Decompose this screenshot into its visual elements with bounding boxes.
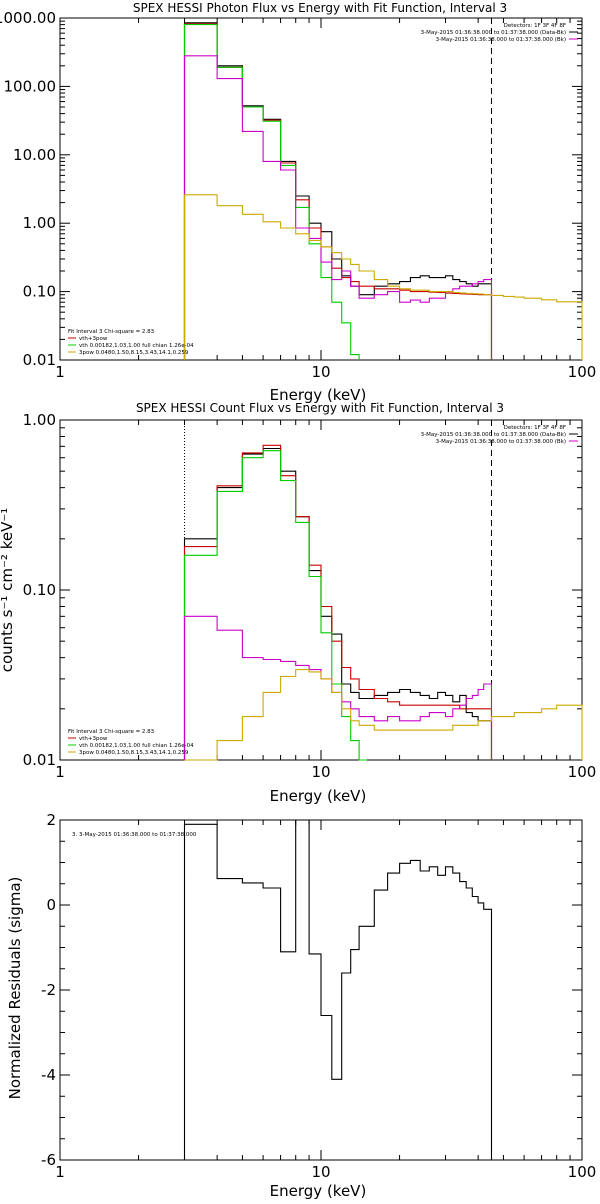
x-tick-label: 100 xyxy=(568,1163,597,1181)
series-vth-3pow xyxy=(183,444,493,760)
legend-entry: vth+3pow xyxy=(79,336,108,342)
panel-1: 1 10 100 0.01 0.10 1.00 10.00 100.00 1000.00 Dete… xyxy=(0,9,596,381)
panel-2: 1 10 100 0.01 0.10 1.00 Detectors: 1F 3F 4F 8F… xyxy=(23,411,597,781)
legend-entry: vth+3pow xyxy=(79,736,108,742)
legend-entry: Fit Interval 3 Chi-square = 2.83 xyxy=(68,729,155,735)
y-tick-label: 10.00 xyxy=(13,146,56,164)
series-bk xyxy=(183,55,493,360)
series-3pow xyxy=(183,194,583,360)
legend-entry: Detectors: 1F 3F 4F 8F xyxy=(504,425,566,431)
y-tick-label: 1.00 xyxy=(23,411,56,429)
panel2-xlabel: Energy (keV) xyxy=(270,787,367,805)
series-vth xyxy=(183,24,360,360)
panel1-xlabel: Energy (keV) xyxy=(270,386,367,404)
legend-entry: 3-May-2015 01:36:38.000 to 01:37:38.000 … xyxy=(436,37,566,43)
y-tick-label: 100.00 xyxy=(4,77,57,95)
legend-entry: 3. 3-May-2015 01:36:38.000 to 01:37:38.0… xyxy=(72,832,197,838)
panel3-ylabel: Normalized Residuals (sigma) xyxy=(6,877,24,1100)
y-tick-label: 0.10 xyxy=(23,581,56,599)
legend-entry: vth 0.00182,1.03,1.00 full chian 1.26e-0… xyxy=(79,743,194,749)
y-tick-label: -4 xyxy=(41,1066,56,1084)
x-tick-label: 10 xyxy=(311,1163,330,1181)
x-tick-label: 10 xyxy=(311,763,330,781)
y-tick-label: 1.00 xyxy=(23,214,56,232)
legend-entry: Detectors: 1F 3F 4F 8F xyxy=(504,23,566,29)
series-bk xyxy=(183,615,493,760)
legend-entry: 3-May-2015 01:36:38.000 to 01:37:38.000 … xyxy=(436,439,566,445)
y-tick-label: -6 xyxy=(41,1151,56,1169)
series-residuals xyxy=(183,819,493,1160)
y-tick-label: 0.01 xyxy=(23,751,56,769)
legend-entry: Fit Interval 3 Chi-square = 2.83 xyxy=(68,329,155,335)
legend-entry: 3-May-2015 01:36:38.000 to 01:37:38.000 … xyxy=(421,432,566,438)
x-tick-label: 100 xyxy=(568,763,597,781)
legend-entry: 3pow 0.0480,1.50,8.15,3.43,14.1,0.259 xyxy=(79,350,189,356)
panel2-ylabel: counts s⁻¹ cm⁻² keV⁻¹ xyxy=(0,508,16,673)
panel2-title: SPEX HESSI Count Flux vs Energy with Fit… xyxy=(136,401,504,415)
panel-3: 1 10 100 -6 -4 -2 0 2 3. 3-May-2015 01:36:38.000… xyxy=(41,811,596,1181)
x-tick-label: 10 xyxy=(311,363,330,381)
legend-entry: vth 0.00182,1.03,1.00 full chian 1.26e-0… xyxy=(79,343,194,349)
y-tick-label: -2 xyxy=(41,981,56,999)
x-tick-label: 1 xyxy=(55,763,65,781)
series-3pow xyxy=(184,669,583,761)
y-tick-label: 0.10 xyxy=(23,283,56,301)
y-tick-label: 0.01 xyxy=(23,351,56,369)
legend-entry: 3-May-2015 01:36:38.000 to 01:37:38.000 … xyxy=(421,30,566,36)
y-tick-label: 2 xyxy=(46,811,56,829)
panel1-title: SPEX HESSI Photon Flux vs Energy with Fi… xyxy=(133,1,507,15)
x-tick-label: 100 xyxy=(568,363,597,381)
y-tick-label: 0 xyxy=(46,896,56,914)
x-tick-label: 1 xyxy=(55,1163,65,1181)
x-tick-label: 1 xyxy=(55,363,65,381)
panel3-xlabel: Energy (keV) xyxy=(270,1182,367,1200)
legend-entry: 3pow 0.0480,1.50,8.15,3.43,14.1,0.259 xyxy=(79,750,189,756)
y-tick-label: 1000.00 xyxy=(0,9,56,27)
